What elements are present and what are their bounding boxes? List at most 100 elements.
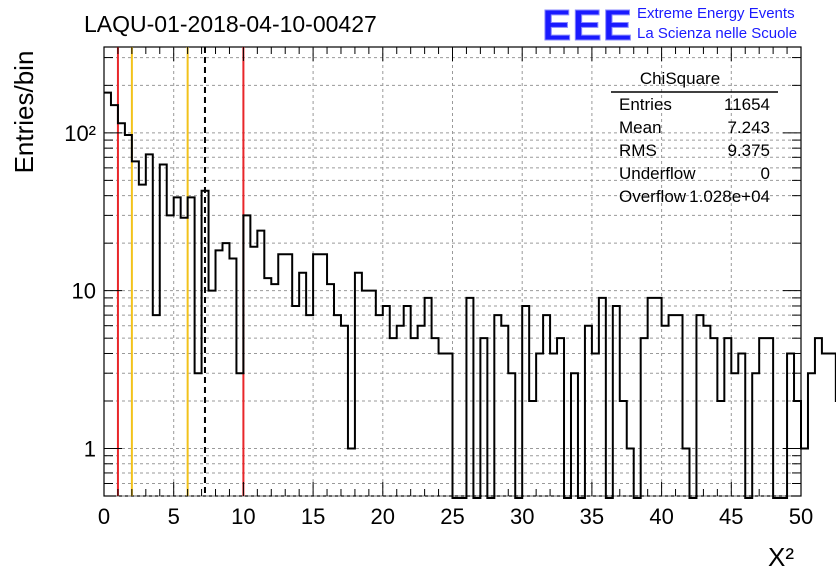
histogram-bin [125, 135, 132, 496]
histogram-bin [202, 191, 209, 496]
histogram-bin [648, 298, 655, 496]
histogram-bin [683, 448, 690, 496]
x-tick-label: 25 [440, 504, 464, 529]
stats-label-rms: RMS [619, 141, 657, 160]
histogram-bin [752, 373, 759, 496]
histogram-bin [313, 254, 320, 496]
histogram-bin [160, 165, 167, 496]
stats-value-mean: 7.243 [727, 118, 770, 137]
stats-label-mean: Mean [619, 118, 662, 137]
histogram-bin [139, 185, 146, 496]
x-tick-label: 20 [371, 504, 395, 529]
histogram-bin [641, 338, 648, 496]
histogram-bin [703, 326, 710, 496]
project-name-line1: Extreme Energy Events [637, 5, 795, 22]
stats-label-entries: Entries [619, 95, 672, 114]
histogram-bin [432, 338, 439, 496]
x-tick-label: 5 [168, 504, 180, 529]
histogram-bin [153, 315, 160, 496]
histogram-bin [285, 254, 292, 496]
eee-logo: EEE [542, 1, 633, 50]
histogram-bin [229, 258, 236, 496]
histogram-bin [299, 273, 306, 496]
histogram-bin [327, 284, 334, 496]
histogram-bin [801, 448, 808, 496]
histogram-bin [104, 93, 111, 496]
stats-label-overflow: Overflow [619, 187, 687, 206]
histogram-bin [439, 353, 446, 496]
histogram-bin [738, 353, 745, 496]
x-tick-label: 40 [649, 504, 673, 529]
x-axis-label: X² [768, 542, 794, 572]
histogram-bin [181, 218, 188, 496]
histogram-bin [522, 306, 529, 496]
histogram-bin [557, 338, 564, 496]
histogram-bin [613, 306, 620, 496]
histogram-bin [222, 243, 229, 496]
histogram-bin [264, 278, 271, 496]
x-tick-label: 50 [789, 504, 813, 529]
histogram-bin [167, 215, 174, 496]
histogram-bin [257, 231, 264, 496]
x-tick-label: 0 [98, 504, 110, 529]
histogram-bin [390, 338, 397, 496]
histogram-bin [669, 315, 676, 496]
histogram-bin [236, 373, 243, 496]
histogram-bin [536, 353, 543, 496]
histogram-bin [571, 373, 578, 496]
chart-title: LAQU-01-2018-04-10-00427 [84, 11, 377, 37]
histogram-bin [550, 353, 557, 496]
stats-value-entries: 11654 [724, 95, 770, 114]
project-name-line2: La Scienza nelle Scuole [637, 25, 797, 42]
stats-box: ChiSquare Entries 11654 Mean 7.243 RMS 9… [611, 69, 778, 206]
histogram-bin [717, 401, 724, 496]
histogram-bin [662, 326, 669, 496]
histogram-bin [724, 338, 731, 496]
histogram-bin [787, 353, 794, 496]
y-tick-label: 10² [64, 121, 96, 146]
histogram-bin [676, 315, 683, 496]
histogram-bin [731, 373, 738, 496]
histogram-bin [397, 326, 404, 496]
histogram-bin [508, 373, 515, 496]
histogram-bin [132, 161, 139, 496]
histogram-bin [501, 326, 508, 496]
histogram-bin [655, 298, 662, 496]
histogram-bin [334, 315, 341, 496]
histogram-bin [808, 373, 815, 496]
stats-value-underflow: 0 [761, 164, 770, 183]
histogram-bin [766, 338, 773, 496]
y-tick-label: 10 [72, 279, 96, 304]
histogram-bin [209, 291, 216, 496]
histogram-bin [829, 353, 836, 496]
histogram-layer [104, 93, 836, 498]
histogram-bin [446, 353, 453, 496]
histogram-bin [174, 197, 181, 496]
histogram-bin [418, 326, 425, 496]
histogram-bin [188, 197, 195, 496]
x-tick-label: 35 [580, 504, 604, 529]
histogram-bin [383, 306, 390, 496]
histogram-bin [627, 448, 634, 496]
histogram-bin [466, 298, 473, 496]
histogram-bin [710, 338, 717, 496]
histogram-bin [111, 105, 118, 496]
x-tick-label: 30 [510, 504, 534, 529]
histogram-bin [278, 254, 285, 496]
histogram-bin [620, 401, 627, 496]
histogram-bin [369, 291, 376, 496]
histogram-bin [822, 353, 829, 496]
histogram-bin [341, 326, 348, 496]
y-tick-label: 1 [84, 436, 96, 461]
histogram-bin [250, 247, 257, 496]
histogram-bin [362, 291, 369, 496]
x-tick-label: 10 [231, 504, 255, 529]
stats-label-underflow: Underflow [619, 164, 696, 183]
stats-value-overflow: 1.028e+04 [689, 187, 770, 206]
histogram-bin [759, 338, 766, 496]
histogram-bin [404, 306, 411, 496]
x-tick-label: 15 [301, 504, 325, 529]
histogram-bin [243, 215, 250, 496]
